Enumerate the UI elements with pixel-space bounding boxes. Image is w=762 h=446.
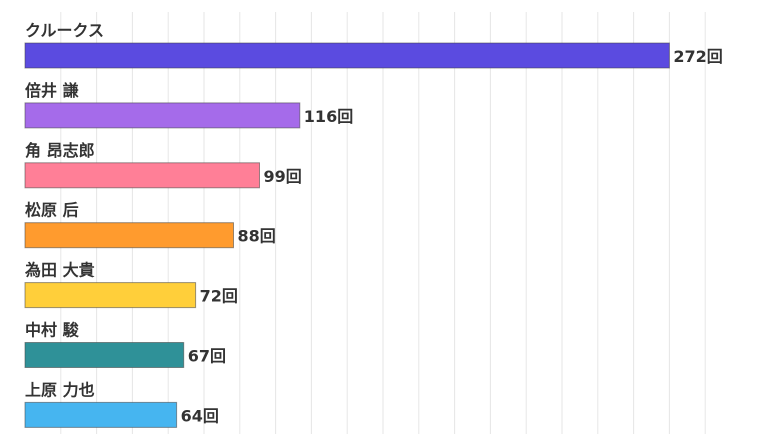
value-label: 64回 bbox=[181, 406, 219, 425]
bar bbox=[24, 282, 197, 309]
value-label: 72回 bbox=[200, 287, 238, 306]
value-label: 272回 bbox=[673, 47, 722, 66]
category-label: 中村 駿 bbox=[25, 321, 80, 340]
bar bbox=[24, 342, 185, 368]
bar bbox=[24, 102, 301, 129]
category-label: 松原 后 bbox=[25, 201, 79, 220]
category-label: クルークス bbox=[25, 21, 104, 40]
bar bbox=[24, 162, 260, 189]
value-label: 99回 bbox=[264, 167, 302, 186]
category-label: 上原 力也 bbox=[25, 380, 95, 399]
category-label: 角 昂志郎 bbox=[25, 141, 95, 160]
category-label: 倍井 謙 bbox=[25, 81, 79, 100]
value-label: 88回 bbox=[238, 227, 276, 246]
bar-layer bbox=[24, 42, 670, 428]
bar bbox=[24, 401, 178, 428]
bar bbox=[24, 222, 234, 249]
value-label: 116回 bbox=[304, 107, 353, 126]
bar bbox=[24, 42, 670, 69]
category-label: 為田 大貴 bbox=[25, 261, 95, 280]
grid-layer bbox=[60, 12, 706, 434]
value-label: 67回 bbox=[188, 347, 226, 366]
